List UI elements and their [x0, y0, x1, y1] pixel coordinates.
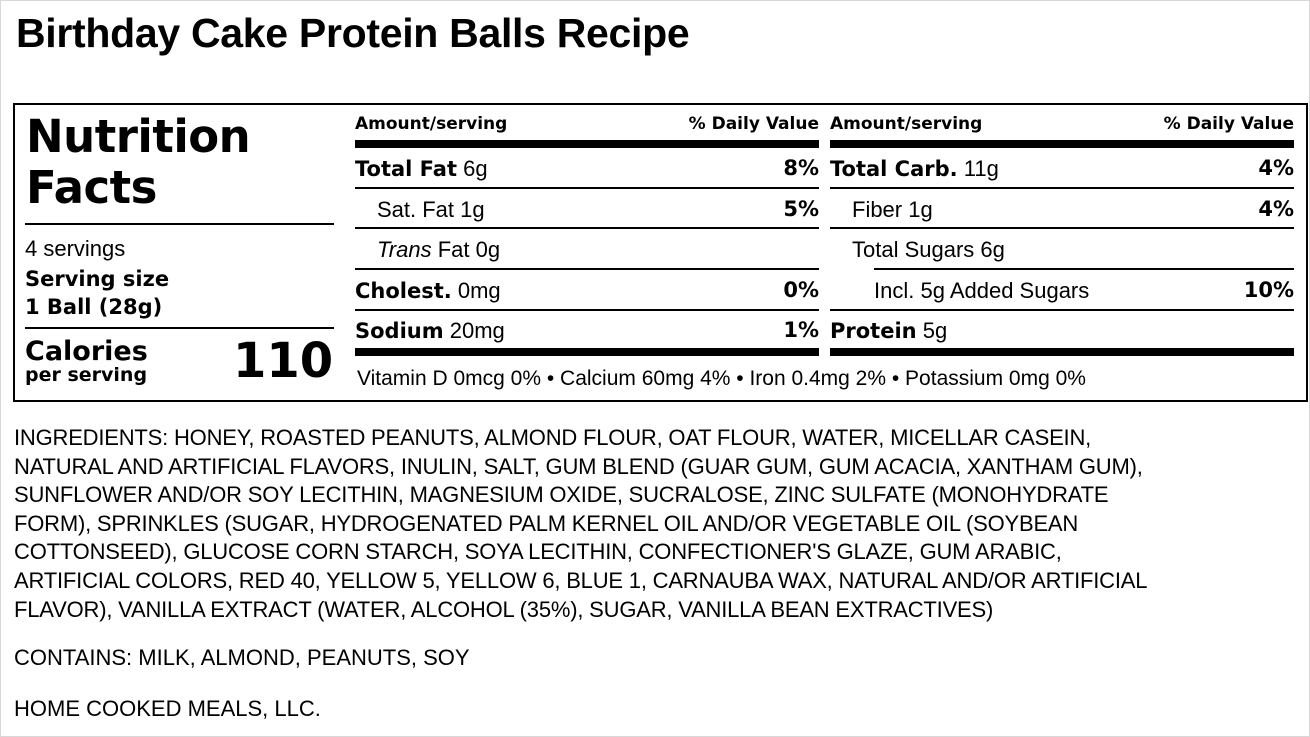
nutrient-name: Total Sugars: [852, 237, 975, 262]
thick-divider: [355, 348, 819, 356]
header-amount: Amount/serving: [355, 114, 508, 134]
serving-size-value: 1 Ball (28g): [25, 295, 163, 319]
nutrient-amount: 6g: [463, 156, 488, 181]
nutrient-row: Total Fat 6g 8%: [355, 148, 819, 188]
nutrition-facts-heading: Nutrition Facts: [26, 110, 251, 214]
thick-divider: [830, 348, 1294, 356]
ingredients-line: NATURAL AND ARTIFICIAL FLAVORS, INULIN, …: [14, 453, 1143, 479]
nutrient-name: Protein: [830, 319, 917, 343]
ingredients-line: FORM), SPRINKLES (SUGAR, HYDROGENATED PA…: [14, 510, 1079, 536]
nutrient-row: Total Carb. 11g 4%: [830, 148, 1294, 188]
nutrient-amount: 1g: [460, 197, 485, 222]
nutrient-amount: 0mg: [457, 278, 501, 303]
thick-divider: [830, 140, 1294, 148]
nutrient-dv: 8%: [783, 156, 819, 180]
divider: [355, 268, 819, 270]
nutrient-dv: 5%: [783, 197, 819, 221]
nutrient-dv: 0%: [783, 278, 819, 302]
divider: [25, 327, 334, 329]
ingredients-line: ARTIFICIAL COLORS, RED 40, YELLOW 5, YEL…: [14, 567, 1148, 593]
nutrient-amount: 1g: [908, 197, 933, 222]
ingredients-line: COTTONSEED), GLUCOSE CORN STARCH, SOYA L…: [14, 539, 1062, 565]
table-header: Amount/serving % Daily Value: [830, 114, 1294, 134]
divider: [874, 268, 1294, 270]
vitamins-minerals: Vitamin D 0mcg 0% • Calcium 60mg 4% • Ir…: [357, 367, 1086, 390]
heading-line-2: Facts: [26, 161, 157, 214]
nutrient-row: Protein 5g: [830, 310, 1294, 350]
nutrient-amount: Fat 0g: [437, 237, 501, 262]
nutrient-dv: 4%: [1258, 156, 1294, 180]
ingredients-line: SUNFLOWER AND/OR SOY LECITHIN, MAGNESIUM…: [14, 482, 1109, 508]
servings-count: 4 servings: [25, 236, 126, 261]
ingredients-line: INGREDIENTS: HONEY, ROASTED PEANUTS, ALM…: [14, 425, 1092, 450]
nutrient-amount: 6g: [980, 237, 1005, 262]
divider: [355, 227, 819, 229]
nutrient-name: Incl. 5g Added Sugars: [874, 278, 1090, 303]
page-title: Birthday Cake Protein Balls Recipe: [16, 10, 690, 56]
nutrient-name: Sat. Fat: [377, 197, 455, 222]
calories-title: Calories: [25, 336, 148, 367]
nutrient-name: Trans: [377, 237, 432, 262]
nutrient-amount: 11g: [963, 156, 999, 181]
nutrient-row: Cholest. 0mg 0%: [355, 270, 819, 310]
divider: [355, 187, 819, 189]
table-header: Amount/serving % Daily Value: [355, 114, 819, 134]
nutrient-name: Sodium: [355, 319, 444, 343]
heading-line-1: Nutrition: [26, 110, 251, 163]
allergen-statement: CONTAINS: MILK, ALMOND, PEANUTS, SOY: [14, 645, 470, 670]
serving-size: Serving size 1 Ball (28g): [25, 265, 169, 321]
company-name: HOME COOKED MEALS, LLC.: [14, 696, 321, 721]
ingredients-list: INGREDIENTS: HONEY, ROASTED PEANUTS, ALM…: [14, 424, 1147, 624]
nutrient-name: Cholest.: [355, 279, 452, 303]
nutrient-row: Total Sugars 6g: [830, 229, 1294, 269]
divider: [355, 309, 819, 311]
nutrient-amount: 5g: [922, 318, 948, 343]
header-daily-value: % Daily Value: [1163, 114, 1294, 134]
nutrient-dv: 10%: [1243, 278, 1294, 302]
ingredients-line: FLAVOR), VANILLA EXTRACT (WATER, ALCOHOL…: [14, 596, 994, 622]
thick-divider: [355, 140, 819, 148]
calories-label: Calories per serving: [25, 336, 148, 386]
calories-value: 110: [233, 333, 334, 389]
nutrient-row: Sat. Fat 1g 5%: [355, 189, 819, 229]
nutrient-row: Fiber 1g 4%: [830, 189, 1294, 229]
nutrient-name: Fiber: [852, 197, 903, 222]
nutrient-name: Total Fat: [355, 157, 458, 181]
divider: [25, 223, 334, 225]
divider: [830, 187, 1294, 189]
nutrient-row: Sodium 20mg 1%: [355, 310, 819, 350]
nutrient-dv: 1%: [783, 318, 819, 342]
divider: [830, 227, 1294, 229]
nutrient-name: Total Carb.: [830, 157, 958, 181]
divider: [830, 309, 1294, 311]
nutrient-dv: 4%: [1258, 197, 1294, 221]
nutrition-facts-label: Nutrition Facts 4 servings Serving size …: [13, 103, 1308, 402]
nutrient-amount: 20mg: [449, 318, 505, 343]
nutrient-row: Trans Fat 0g: [355, 229, 819, 269]
calories-subtitle: per serving: [25, 364, 148, 386]
header-daily-value: % Daily Value: [688, 114, 819, 134]
nutrient-row: Incl. 5g Added Sugars 10%: [830, 270, 1294, 310]
header-amount: Amount/serving: [830, 114, 983, 134]
serving-size-label: Serving size: [25, 267, 170, 291]
